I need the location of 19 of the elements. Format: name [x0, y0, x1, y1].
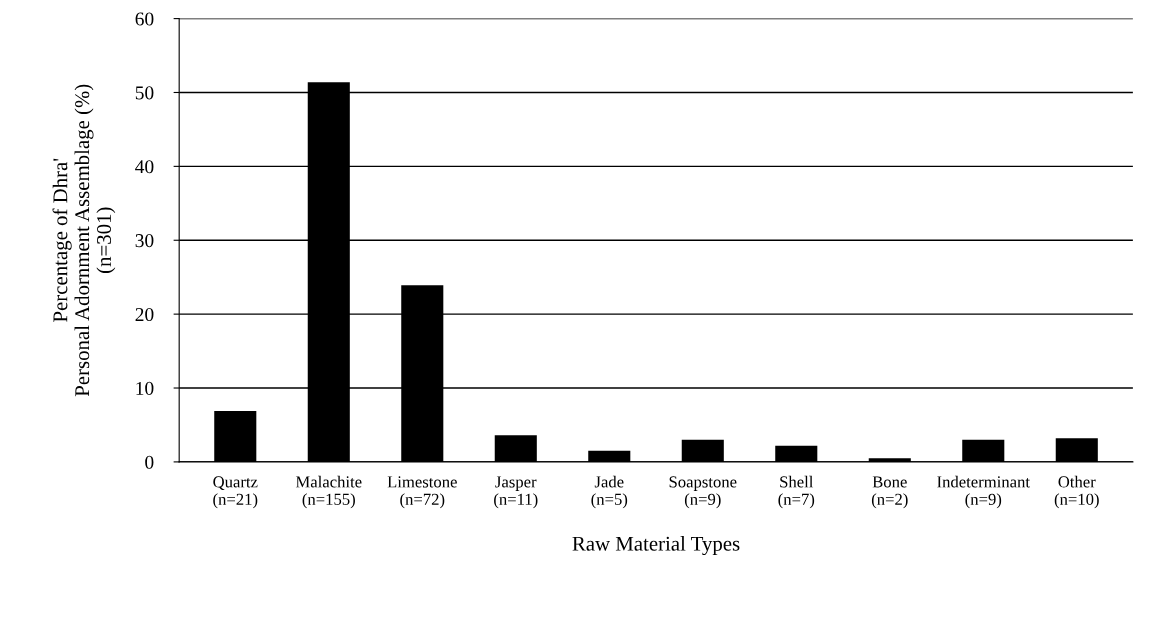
x-tick-label: Jade (n=5)	[591, 475, 628, 509]
y-axis-title: Percentage of Dhra' Personal Adornment Assemblage (%) (n=301)	[52, 84, 116, 397]
x-axis-title: Raw Material Types	[572, 536, 740, 556]
x-tick-label: Limestone (n=72)	[387, 476, 457, 509]
x-tick-label: Quartz (n=21)	[213, 476, 258, 509]
x-tick-label: Other (n=10)	[1054, 475, 1099, 509]
x-tick-label: Jasper (n=11)	[494, 476, 538, 509]
x-tick-label: Soapstone (n=9)	[669, 476, 737, 509]
x-tick-label: Indeterminant (n=9)	[937, 475, 1030, 509]
x-tick-label: Bone (n=2)	[871, 476, 908, 509]
x-tick-label: Malachite (n=155)	[295, 475, 362, 509]
y-tick-label: 0	[145, 455, 154, 469]
y-tick-label: 40	[135, 160, 154, 174]
y-tick-label: 50	[135, 86, 154, 100]
y-tick-label: 60	[135, 12, 154, 26]
y-tick-label: 10	[136, 381, 154, 395]
y-tick-label: 30	[135, 234, 154, 248]
x-tick-label: Shell (n=7)	[778, 475, 815, 509]
y-tick-label: 20	[135, 307, 154, 322]
